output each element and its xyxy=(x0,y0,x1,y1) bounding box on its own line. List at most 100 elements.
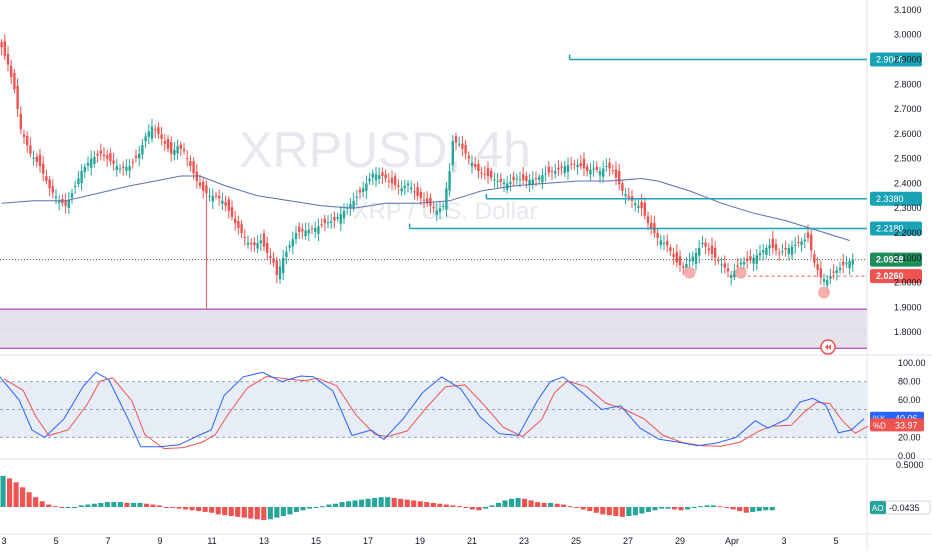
candle xyxy=(554,163,557,179)
candle-body xyxy=(646,216,650,224)
candle xyxy=(256,235,259,254)
ao-bar xyxy=(332,503,339,507)
candle-body xyxy=(45,176,48,181)
candle-body xyxy=(157,127,160,134)
candle xyxy=(317,218,320,242)
ao-bar xyxy=(652,507,658,511)
candle xyxy=(403,179,406,196)
candle-body xyxy=(672,254,675,257)
time-axis-tick: 21 xyxy=(467,536,477,546)
candle-body xyxy=(29,145,32,154)
candle-body xyxy=(304,230,307,237)
candle-body xyxy=(266,242,269,253)
candle xyxy=(278,259,282,284)
candle-body xyxy=(710,245,714,255)
candle-body xyxy=(214,195,218,197)
ao-bar xyxy=(632,507,638,516)
ao-bar xyxy=(280,507,286,517)
ao-bar xyxy=(306,507,313,509)
candle xyxy=(579,155,582,170)
candle-body xyxy=(502,182,506,185)
candle-body xyxy=(826,280,829,286)
candle xyxy=(96,150,99,163)
candle-body xyxy=(608,162,611,169)
candle xyxy=(752,254,755,272)
candle-body xyxy=(560,166,563,168)
candle xyxy=(211,188,214,210)
level-price-tag xyxy=(870,52,922,67)
ao-bar xyxy=(287,507,293,515)
candle-body xyxy=(570,163,573,165)
price-axis-tick: 2.4000 xyxy=(894,178,922,188)
candle-body xyxy=(189,161,192,167)
ao-bar xyxy=(117,502,123,507)
time-axis-tick: Apr xyxy=(725,536,739,546)
candle-body xyxy=(86,162,90,166)
candle xyxy=(0,39,3,56)
candle-body xyxy=(403,185,406,189)
candle xyxy=(416,181,419,201)
candle xyxy=(486,161,490,184)
candle-body xyxy=(528,180,531,186)
candle xyxy=(851,252,854,273)
candle xyxy=(106,149,109,167)
candle xyxy=(323,214,326,231)
candle-body xyxy=(499,178,502,182)
candle-body xyxy=(656,233,659,238)
candle xyxy=(573,159,576,171)
candle xyxy=(483,166,486,180)
candle xyxy=(634,199,637,212)
candle-body xyxy=(64,200,67,206)
candle-body xyxy=(170,142,173,154)
stochastic-d-value: 33.97 xyxy=(895,420,918,430)
time-axis-tick: 3 xyxy=(781,536,786,546)
ao-bar xyxy=(600,507,606,515)
candle xyxy=(282,250,285,281)
candle xyxy=(77,170,80,188)
time-axis-tick: 13 xyxy=(259,536,269,546)
candle-body xyxy=(323,218,326,224)
candle xyxy=(90,150,93,176)
candle xyxy=(515,173,518,185)
candle-body xyxy=(166,138,170,149)
candle xyxy=(464,139,467,160)
candle-body xyxy=(22,134,26,138)
candle-body xyxy=(179,144,182,149)
candle-body xyxy=(352,200,355,208)
ao-bar xyxy=(156,505,163,507)
candle xyxy=(448,163,451,197)
candle xyxy=(493,172,496,188)
ao-bar xyxy=(476,507,482,511)
candle xyxy=(112,152,115,171)
candle-body xyxy=(208,195,211,197)
replay-icon[interactable] xyxy=(820,339,836,355)
candle xyxy=(202,177,205,199)
candle-body xyxy=(163,141,166,144)
candle xyxy=(422,192,426,209)
candle-body xyxy=(598,171,602,176)
candle xyxy=(237,215,240,235)
time-axis-tick: 11 xyxy=(207,536,216,546)
candle-body xyxy=(582,158,586,169)
candle-body xyxy=(682,266,685,268)
time-axis-tick: 5 xyxy=(833,536,838,546)
ao-bar xyxy=(606,507,612,516)
candle-body xyxy=(752,257,755,264)
candle xyxy=(10,59,13,84)
candle-body xyxy=(80,171,83,184)
candle-body xyxy=(365,183,368,191)
candle xyxy=(624,187,627,205)
candle xyxy=(259,233,262,252)
candle xyxy=(93,150,96,168)
candle-body xyxy=(74,185,77,187)
time-axis-tick: 17 xyxy=(363,536,373,546)
candle-body xyxy=(768,245,771,249)
ao-bar xyxy=(528,500,534,507)
candle-body xyxy=(227,199,230,211)
ao-bar xyxy=(750,507,756,512)
candle xyxy=(214,191,218,200)
candle-body xyxy=(368,178,371,182)
candle-body xyxy=(19,113,22,129)
